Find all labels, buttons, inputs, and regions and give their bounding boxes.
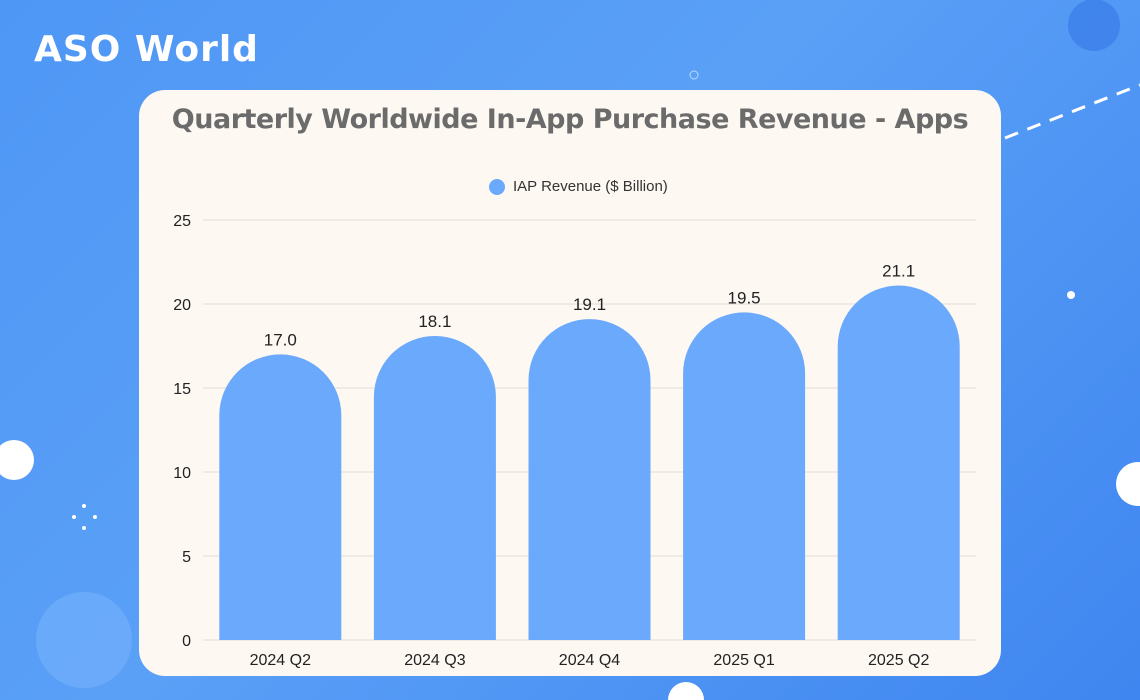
x-tick-label: 2025 Q1 bbox=[713, 652, 774, 669]
logo-mark: ASO World bbox=[34, 29, 259, 70]
data-labels: 17.0 18.1 19.1 19.5 21.1 bbox=[264, 262, 915, 350]
data-label: 19.1 bbox=[573, 295, 606, 314]
chart-plot: 17.018.119.1 19.521.1 2024 Q2 2024 Q3 2024 … bbox=[173, 213, 976, 669]
bar bbox=[219, 354, 342, 640]
x-tick-labels: 2024 Q2 2024 Q3 2024 Q4 2025 Q1 2025 Q2 bbox=[250, 652, 930, 669]
bars bbox=[219, 285, 960, 640]
bar bbox=[837, 285, 960, 640]
y-tick-label: 20 bbox=[173, 297, 191, 314]
y-tick-label: 0 bbox=[182, 633, 191, 650]
aso-world-logo: ASO World bbox=[34, 26, 294, 70]
y-tick-label: 15 bbox=[173, 381, 191, 398]
legend-swatch bbox=[489, 178, 505, 195]
bar bbox=[373, 335, 496, 640]
y-tick-label: 25 bbox=[173, 213, 191, 230]
y-tick-label: 10 bbox=[173, 465, 191, 482]
chart-legend: IAP Revenue ($ Billion) bbox=[489, 178, 668, 195]
legend-label: IAP Revenue ($ Billion) bbox=[513, 178, 668, 195]
data-label: 21.1 bbox=[882, 262, 915, 281]
chart-title: Quarterly Worldwide In-App Purchase Reve… bbox=[171, 104, 969, 135]
bar bbox=[528, 319, 651, 640]
x-tick-label: 2024 Q2 bbox=[250, 652, 311, 669]
logo-text: ASO World bbox=[34, 29, 259, 70]
x-tick-label: 2024 Q3 bbox=[404, 652, 465, 669]
chart-card: 17.0 18.1 19.1 19.5 21.1 2024 Q2 2024 Q3 2024 … bbox=[139, 90, 1001, 676]
data-label: 18.1 bbox=[418, 312, 451, 331]
bar bbox=[683, 312, 806, 640]
data-label: 19.5 bbox=[728, 288, 761, 307]
y-tick-label: 5 bbox=[182, 549, 191, 566]
y-tick-labels: 0 5 10 15 20 25 bbox=[173, 213, 191, 650]
x-tick-label: 2024 Q4 bbox=[559, 652, 620, 669]
x-tick-label: 2025 Q2 bbox=[868, 652, 929, 669]
data-label: 17.0 bbox=[264, 330, 297, 349]
